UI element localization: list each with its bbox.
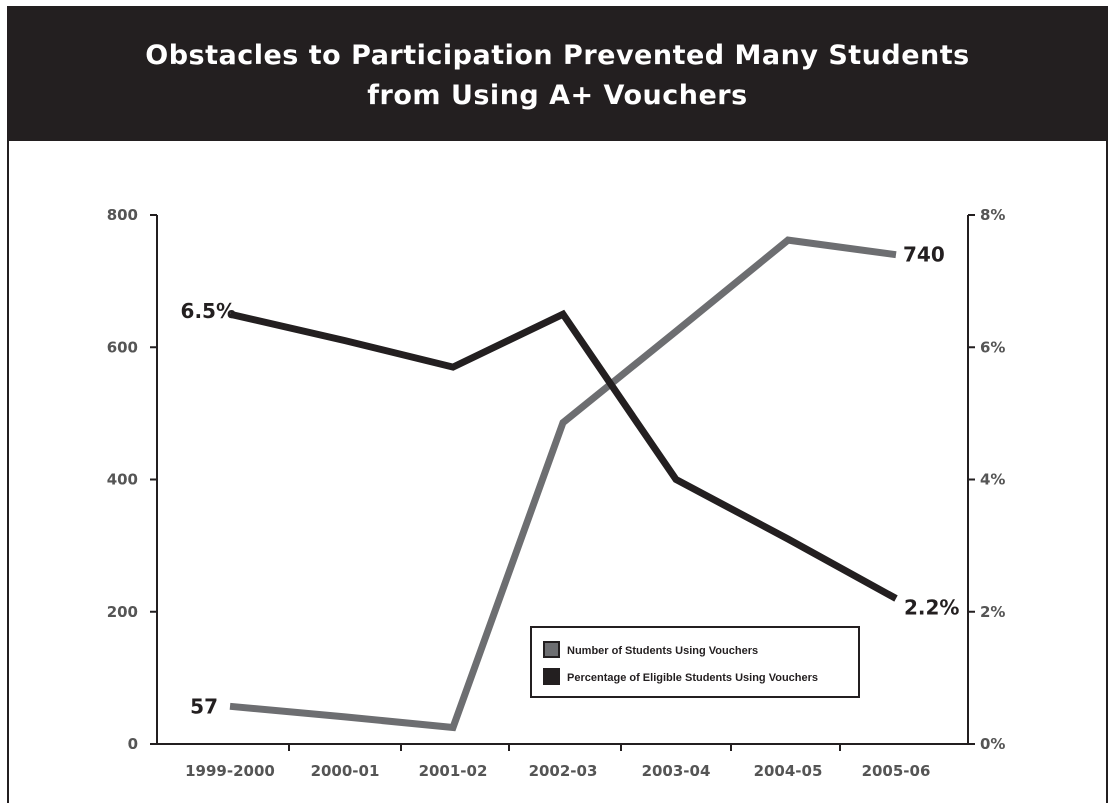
left-axis-tick-label: 800 [107,206,138,224]
left-axis-tick-label: 400 [107,471,138,489]
legend: Number of Students Using Vouchers Percent… [530,626,860,698]
left-axis-tick-label: 600 [107,338,138,356]
legend-label: Number of Students Using Vouchers [567,645,758,657]
right-axis-tick-label: 6% [980,338,1005,356]
legend-swatch [543,668,560,685]
right-axis-tick-label: 8% [980,206,1005,224]
data-annotations: 57 740 6.5% 2.2% [181,243,960,719]
x-axis-tick-label: 2000-01 [311,762,380,780]
x-axis-tick-label: 1999-2000 [185,762,275,780]
x-axis-tick-label: 2005-06 [862,762,931,780]
axes: 0 200 400 600 800 0% 2% 4% 6% 8% 1999-2000 2000-01 2… [107,206,1006,780]
title-banner [7,6,1108,141]
right-axis-tick-label: 2% [980,603,1005,621]
chart-frame [7,6,1108,803]
x-axis-tick-label: 2002-03 [529,762,598,780]
series-line-percentage-of-eligible-students [229,309,898,602]
series-line-number-of-students [229,236,897,732]
legend-label: Percentage of Eligible Students Using Vo… [567,672,818,684]
x-axis-tick-label: 2004-05 [754,762,823,780]
left-axis-tick-label: 0 [128,735,138,753]
chart-title-line-2: from Using A+ Vouchers [367,80,748,111]
annotation-count-end: 740 [903,243,945,267]
x-axis-tick-label: 2003-04 [642,762,711,780]
annotation-count-start: 57 [190,694,218,718]
chart-title-line-1: Obstacles to Participation Prevented Man… [145,40,970,71]
x-axis-tick-label: 2001-02 [419,762,488,780]
chart-title: Obstacles to Participation Prevented Man… [7,36,1108,116]
series-lines [229,236,898,732]
annotation-pct-end: 2.2% [904,596,959,620]
right-axis-tick-label: 0% [980,735,1005,753]
annotation-pct-start: 6.5% [181,299,236,323]
legend-swatch [543,641,560,658]
right-axis-tick-label: 4% [980,471,1005,489]
left-axis-tick-label: 200 [107,603,138,621]
legend-box [530,626,860,698]
